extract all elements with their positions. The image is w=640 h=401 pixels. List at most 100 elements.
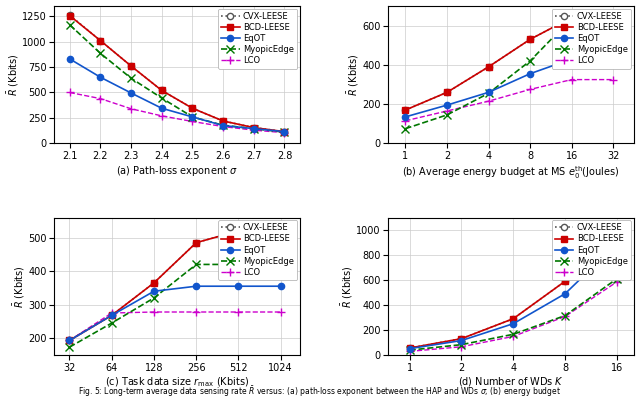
Line: EqOT: EqOT xyxy=(67,56,287,135)
EqOT xyxy=(281,129,289,134)
MyopicEdge xyxy=(458,342,465,347)
Y-axis label: $\bar{R}$ (Kbits): $\bar{R}$ (Kbits) xyxy=(12,265,27,308)
Line: LCO: LCO xyxy=(402,76,617,125)
Legend: CVX-LEESE, BCD-LEESE, EqOT, MyopicEdge, LCO: CVX-LEESE, BCD-LEESE, EqOT, MyopicEdge, … xyxy=(218,8,298,69)
Line: MyopicEdge: MyopicEdge xyxy=(402,14,617,132)
Y-axis label: $\bar{R}$ (Kbits): $\bar{R}$ (Kbits) xyxy=(340,265,355,308)
BCD-LEESE xyxy=(150,280,158,285)
EqOT xyxy=(193,284,200,289)
MyopicEdge xyxy=(561,313,569,318)
CVX-LEESE xyxy=(401,107,409,112)
BCD-LEESE xyxy=(509,316,517,321)
MyopicEdge xyxy=(150,296,158,300)
MyopicEdge xyxy=(220,123,227,128)
Legend: CVX-LEESE, BCD-LEESE, EqOT, MyopicEdge, LCO: CVX-LEESE, BCD-LEESE, EqOT, MyopicEdge, … xyxy=(552,8,631,69)
Legend: CVX-LEESE, BCD-LEESE, EqOT, MyopicEdge, LCO: CVX-LEESE, BCD-LEESE, EqOT, MyopicEdge, … xyxy=(552,220,631,280)
MyopicEdge xyxy=(250,126,258,131)
CVX-LEESE xyxy=(189,106,196,111)
LCO xyxy=(235,310,243,314)
CVX-LEESE xyxy=(281,129,289,134)
Line: MyopicEdge: MyopicEdge xyxy=(406,275,621,354)
Text: Fig. 5: Long-term average data sensing rate $\bar{R}$ versus: (a) path-loss expo: Fig. 5: Long-term average data sensing r… xyxy=(79,384,561,399)
LCO xyxy=(97,96,104,101)
CVX-LEESE xyxy=(66,338,74,343)
CVX-LEESE xyxy=(509,316,517,321)
MyopicEdge xyxy=(526,59,534,63)
EqOT xyxy=(401,114,409,119)
MyopicEdge xyxy=(484,91,492,96)
Line: EqOT: EqOT xyxy=(403,56,616,120)
EqOT xyxy=(66,57,74,61)
EqOT xyxy=(220,123,227,128)
EqOT xyxy=(277,284,285,289)
CVX-LEESE xyxy=(193,240,200,245)
LCO xyxy=(127,106,135,111)
MyopicEdge xyxy=(97,51,104,56)
EqOT xyxy=(406,346,413,351)
CVX-LEESE xyxy=(127,64,135,69)
MyopicEdge xyxy=(401,126,409,131)
LCO xyxy=(250,128,258,133)
MyopicEdge xyxy=(406,348,413,352)
LCO xyxy=(277,310,285,314)
CVX-LEESE xyxy=(406,346,413,350)
EqOT xyxy=(150,289,158,294)
BCD-LEESE xyxy=(281,129,289,134)
MyopicEdge xyxy=(66,22,74,27)
Line: MyopicEdge: MyopicEdge xyxy=(66,21,288,136)
Line: LCO: LCO xyxy=(66,308,285,344)
EqOT xyxy=(509,321,517,326)
MyopicEdge xyxy=(509,332,517,337)
BCD-LEESE xyxy=(220,119,227,124)
X-axis label: (a) Path-loss exponent $\sigma$: (a) Path-loss exponent $\sigma$ xyxy=(116,164,238,178)
EqOT xyxy=(66,338,74,343)
BCD-LEESE xyxy=(561,279,569,284)
LCO xyxy=(443,109,451,113)
BCD-LEESE xyxy=(484,65,492,69)
Line: BCD-LEESE: BCD-LEESE xyxy=(67,228,284,344)
LCO xyxy=(66,90,74,95)
EqOT xyxy=(568,57,575,61)
LCO xyxy=(613,279,621,284)
CVX-LEESE xyxy=(277,229,285,233)
CVX-LEESE xyxy=(66,13,74,18)
Y-axis label: $\bar{R}$ (Kbits): $\bar{R}$ (Kbits) xyxy=(6,53,20,96)
EqOT xyxy=(613,241,621,246)
BCD-LEESE xyxy=(189,106,196,111)
X-axis label: (c) Task data size $r_{\mathrm{max}}$ (Kbits): (c) Task data size $r_{\mathrm{max}}$ (K… xyxy=(105,375,249,389)
MyopicEdge xyxy=(193,262,200,267)
EqOT xyxy=(158,106,166,111)
MyopicEdge xyxy=(277,262,285,267)
LCO xyxy=(220,124,227,129)
MyopicEdge xyxy=(66,345,74,350)
BCD-LEESE xyxy=(613,225,621,230)
LCO xyxy=(193,310,200,314)
Line: MyopicEdge: MyopicEdge xyxy=(66,261,285,351)
BCD-LEESE xyxy=(108,313,116,318)
LCO xyxy=(108,311,116,316)
Line: EqOT: EqOT xyxy=(406,241,620,352)
BCD-LEESE xyxy=(568,15,575,20)
MyopicEdge xyxy=(108,321,116,326)
CVX-LEESE xyxy=(458,336,465,341)
BCD-LEESE xyxy=(66,338,74,343)
Line: EqOT: EqOT xyxy=(67,283,284,344)
CVX-LEESE xyxy=(250,125,258,130)
BCD-LEESE xyxy=(443,90,451,95)
CVX-LEESE xyxy=(150,280,158,285)
EqOT xyxy=(484,90,492,95)
EqOT xyxy=(97,75,104,80)
Line: LCO: LCO xyxy=(66,89,288,136)
EqOT xyxy=(609,57,617,61)
BCD-LEESE xyxy=(458,336,465,341)
LCO xyxy=(281,130,289,135)
EqOT xyxy=(189,115,196,119)
Line: CVX-LEESE: CVX-LEESE xyxy=(406,225,620,351)
LCO xyxy=(561,314,569,319)
LCO xyxy=(458,344,465,349)
Line: BCD-LEESE: BCD-LEESE xyxy=(403,14,616,113)
EqOT xyxy=(526,71,534,76)
Line: LCO: LCO xyxy=(406,278,621,355)
CVX-LEESE xyxy=(235,229,243,233)
CVX-LEESE xyxy=(220,119,227,124)
